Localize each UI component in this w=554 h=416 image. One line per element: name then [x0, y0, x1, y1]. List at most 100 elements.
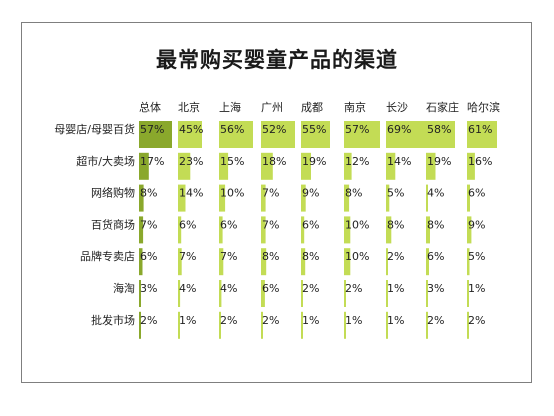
cell-value: 7% [262, 187, 279, 200]
row-label: 批发市场 [91, 313, 135, 327]
data-bar [261, 216, 266, 244]
data-bar [426, 152, 436, 180]
chart-frame [21, 22, 532, 383]
data-bar [344, 121, 380, 148]
cell-value: 6% [220, 218, 237, 231]
cell-value: 7% [140, 218, 157, 231]
data-bar [139, 184, 144, 212]
data-bar [219, 311, 221, 339]
data-bar [139, 216, 144, 244]
data-bar [301, 311, 303, 339]
column-header: 广州 [261, 101, 283, 114]
cell-value: 6% [140, 250, 157, 263]
cell-value: 18% [262, 155, 286, 168]
cell-value: 8% [140, 187, 157, 200]
data-bar [344, 152, 352, 180]
cell-value: 2% [427, 314, 444, 327]
data-bar [301, 152, 311, 180]
column-header: 石家庄 [426, 100, 459, 114]
data-bar [386, 152, 396, 180]
data-bar [139, 121, 172, 148]
row-label: 百货商场 [91, 217, 135, 231]
data-bar [261, 311, 263, 339]
data-bar [426, 280, 428, 307]
data-bar [139, 280, 141, 307]
data-bar [178, 121, 202, 148]
cell-value: 6% [427, 250, 444, 263]
cell-value: 3% [140, 282, 157, 295]
column-header: 总体 [139, 100, 161, 114]
data-bar [426, 311, 428, 339]
row-label: 品牌专卖店 [80, 249, 135, 263]
row-label: 超市/大卖场 [76, 154, 135, 168]
cell-value: 7% [262, 218, 279, 231]
cell-value: 55% [302, 123, 326, 136]
cell-value: 1% [179, 314, 196, 327]
row-label: 母婴店/母婴百货 [54, 122, 135, 136]
data-bar [344, 311, 346, 339]
data-bar [301, 184, 306, 212]
column-header: 长沙 [386, 101, 408, 114]
data-bar [386, 216, 392, 244]
data-bar [467, 152, 475, 180]
data-bar [301, 248, 306, 276]
data-bar [219, 216, 223, 244]
cell-value: 8% [345, 187, 362, 200]
cell-value: 45% [179, 123, 203, 136]
data-bar [386, 184, 390, 212]
cell-value: 8% [387, 218, 404, 231]
cell-value: 10% [345, 250, 369, 263]
cell-value: 1% [302, 314, 319, 327]
data-bar [219, 184, 226, 212]
cell-value: 58% [427, 123, 451, 136]
data-bar [467, 280, 469, 307]
cell-value: 10% [220, 187, 244, 200]
data-bar [139, 152, 149, 180]
data-bar [386, 248, 388, 276]
data-bar [219, 152, 229, 180]
cell-value: 3% [427, 282, 444, 295]
cell-value: 1% [387, 314, 404, 327]
cell-value: 2% [220, 314, 237, 327]
data-bar [467, 311, 469, 339]
data-bar [178, 152, 191, 180]
cell-value: 10% [345, 218, 369, 231]
chart-title: 最常购买婴童产品的渠道 [156, 47, 398, 72]
data-bar [219, 121, 253, 148]
cell-value: 6% [302, 218, 319, 231]
cell-value: 19% [427, 155, 451, 168]
cell-value: 7% [220, 250, 237, 263]
data-bar [301, 280, 303, 307]
row-label: 海淘 [113, 281, 135, 295]
cell-value: 6% [179, 218, 196, 231]
data-bar [178, 216, 182, 244]
data-bar [178, 184, 186, 212]
data-bar [344, 184, 350, 212]
data-bar [301, 216, 305, 244]
cell-value: 8% [427, 218, 444, 231]
row-label: 网络购物 [91, 186, 135, 200]
cell-value: 57% [345, 123, 369, 136]
cell-value: 52% [262, 123, 286, 136]
cell-value: 2% [468, 314, 485, 327]
data-bar [467, 121, 497, 148]
cell-value: 2% [302, 282, 319, 295]
data-bar [467, 216, 472, 244]
data-bar [139, 248, 143, 276]
data-bar [178, 248, 182, 276]
cell-value: 5% [468, 250, 485, 263]
cell-value: 15% [220, 155, 244, 168]
cell-value: 9% [468, 218, 485, 231]
column-header: 北京 [178, 100, 200, 114]
data-bar [261, 121, 295, 148]
cell-value: 23% [179, 155, 203, 168]
cell-value: 17% [140, 155, 164, 168]
cell-value: 5% [387, 187, 404, 200]
data-bar [139, 311, 141, 339]
cell-value: 6% [262, 282, 279, 295]
cell-value: 16% [468, 155, 492, 168]
cell-value: 69% [387, 123, 411, 136]
data-bar [344, 280, 346, 307]
data-bar [467, 184, 470, 212]
data-bar [344, 248, 351, 276]
